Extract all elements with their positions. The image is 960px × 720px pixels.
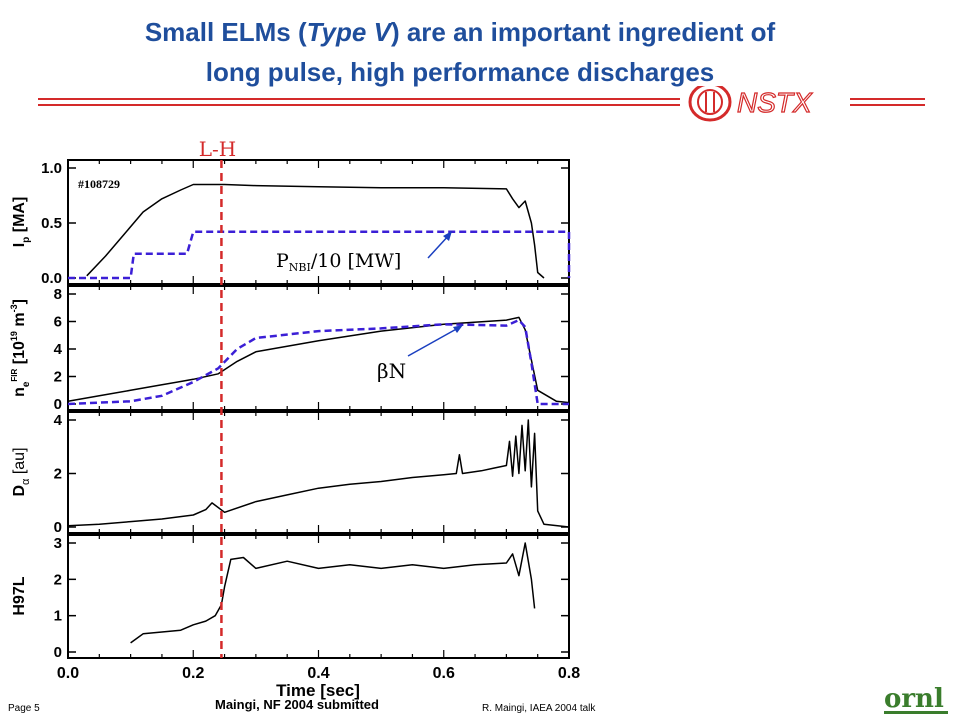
title-line2: long pulse, high performance discharges: [205, 57, 715, 87]
y-tick-label-h97l: 3: [54, 535, 62, 552]
x-tick-label: 0.8: [558, 665, 580, 682]
panel-frame-h97l: [67, 534, 570, 659]
x-tick-label: 0.4: [307, 665, 329, 682]
nstx-logo-ring-outer: [688, 86, 732, 122]
y-tick-label-ne: 0: [54, 396, 62, 413]
beta-n-annotation-label: βN: [377, 359, 406, 383]
ornl-logo: ornl: [884, 684, 948, 714]
series-line-ip-1: [68, 230, 571, 280]
y-tick-label-ne: 8: [54, 286, 62, 303]
y-axis-label-dalpha: Dα [au]: [11, 447, 32, 496]
y-tick-label-ip: 1.0: [41, 160, 62, 177]
y-tick-label-h97l: 2: [54, 571, 62, 588]
ornl-logo-text: ornl: [884, 684, 944, 714]
x-tick-label: 0.0: [57, 665, 79, 682]
series-line-h97l-0: [130, 542, 536, 644]
x-tick-label: 0.6: [433, 665, 455, 682]
title-line1-start: Small ELMs (: [144, 17, 307, 47]
y-tick-label-h97l: 1: [54, 608, 62, 625]
citation: Maingi, NF 2004 submitted: [215, 697, 379, 712]
series-line-ne-1: [67, 318, 569, 406]
x-axis-label: Time [sec]: [276, 681, 360, 700]
y-tick-label-dalpha: 0: [54, 519, 62, 536]
title-line1-end: ) are an important ingredient of: [390, 17, 776, 47]
panel-frame-dalpha: [67, 411, 570, 534]
y-tick-label-dalpha: 4: [54, 412, 63, 429]
y-tick-label-ne: 4: [54, 341, 63, 358]
series-line-dalpha-0: [67, 419, 570, 528]
y-tick-label-ne: 6: [54, 314, 62, 331]
nstx-logo-text: NSTX: [737, 87, 813, 118]
page-number: Page 5: [8, 703, 40, 714]
y-tick-label-ne: 2: [54, 369, 62, 386]
nbi-annotation-arrowhead: [443, 231, 452, 241]
y-axis-label-h97l: H97L: [11, 576, 28, 615]
y-tick-label-ip: 0.0: [41, 270, 62, 287]
nstx-logo-ring-inner: [697, 89, 723, 115]
y-tick-label-ip: 0.5: [41, 215, 62, 232]
title-rule-bar: NSTX: [38, 86, 925, 122]
series-line-ip-0: [86, 183, 545, 279]
y-axis-label-ne: neFIR [1019 m-3]: [9, 299, 32, 397]
slide-title: Small ELMs (Type V) are an important ing…: [40, 12, 880, 92]
shot-number: #108729: [78, 177, 120, 191]
ornl-logo-underline: [884, 711, 948, 714]
x-tick-label: 0.2: [182, 665, 204, 682]
lh-transition-label: L-H: [199, 137, 236, 161]
y-tick-label-dalpha: 2: [54, 466, 62, 483]
talk-credit: R. Maingi, IAEA 2004 talk: [482, 703, 596, 714]
panel-frame-ne: [67, 285, 570, 411]
y-tick-label-h97l: 0: [54, 644, 62, 661]
beta-n-annotation-arrowhead: [453, 325, 463, 333]
y-axis-label-ip: Ip [MA]: [11, 197, 32, 248]
nbi-annotation-label: PNBI/10 [MW]: [276, 250, 401, 274]
beta-n-annotation-arrow: [407, 326, 461, 357]
title-italic-term: Type V: [306, 17, 391, 47]
nstx-logo: NSTX: [688, 86, 814, 122]
